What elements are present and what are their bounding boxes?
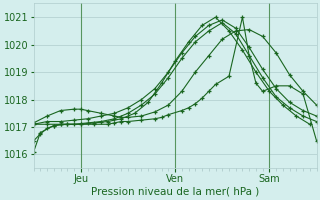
X-axis label: Pression niveau de la mer( hPa ): Pression niveau de la mer( hPa ) xyxy=(91,187,259,197)
